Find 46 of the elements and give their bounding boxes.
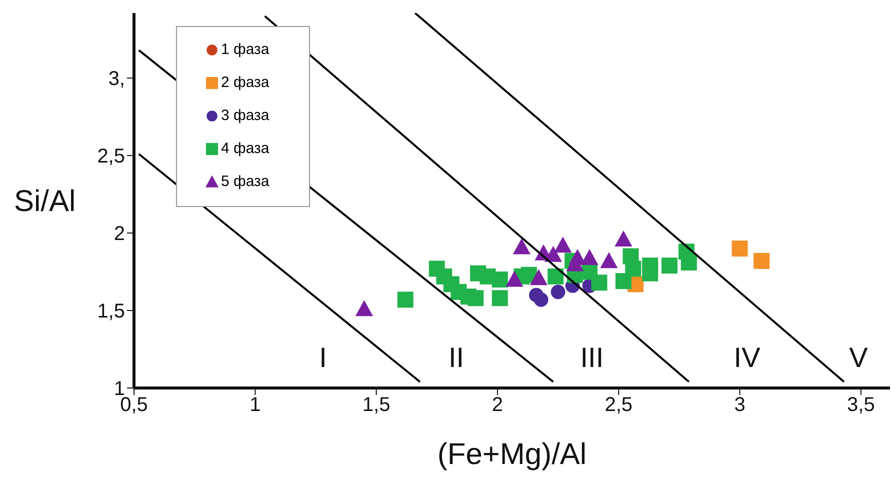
point (662, 258, 678, 274)
legend-label: 4 фаза (221, 140, 270, 157)
x-tick-label: 0,5 (120, 394, 148, 416)
point (550, 284, 566, 300)
point (642, 265, 658, 282)
point (615, 273, 632, 290)
x-tick-label: 2 (492, 394, 504, 416)
point (512, 238, 530, 254)
point (492, 290, 508, 306)
x-tick-label: 1 (250, 394, 261, 416)
annotation: II (448, 342, 464, 373)
legend-label: 2 фаза (221, 74, 270, 91)
point (468, 290, 484, 306)
x-tick-label: 3 (734, 394, 746, 416)
point (680, 254, 697, 270)
x-tick-label: 3,5 (847, 394, 875, 416)
point (582, 264, 598, 280)
legend-label: 5 фаза (221, 173, 270, 190)
point (614, 230, 632, 246)
point (534, 292, 548, 307)
point (530, 269, 548, 286)
point (600, 252, 618, 268)
point (625, 260, 642, 277)
y-tick-label: 2 (114, 223, 125, 246)
annotation: V (849, 342, 868, 373)
point (754, 252, 770, 269)
point (544, 246, 562, 262)
point (506, 270, 524, 287)
annotation: I (319, 342, 327, 373)
point (397, 292, 414, 308)
x-tick-label: 1,5 (362, 394, 390, 416)
point (554, 236, 572, 253)
y-tick-label: 1,5 (97, 300, 125, 323)
y-tick-label: 3, (108, 68, 125, 90)
point (548, 268, 564, 284)
legend-label: 3 фаза (221, 107, 270, 124)
point (492, 272, 508, 288)
x-tick-label: 2,5 (604, 394, 633, 416)
y-tick-label: 2,5 (97, 146, 125, 168)
x-axis-title: (Fe+Mg)/Al (437, 438, 587, 471)
annotation: III (580, 342, 604, 373)
legend-label: 1 фаза (221, 41, 270, 58)
point (355, 300, 373, 316)
point (732, 240, 748, 257)
annotation: IV (734, 342, 761, 373)
y-axis-title: Si/Al (14, 185, 76, 218)
